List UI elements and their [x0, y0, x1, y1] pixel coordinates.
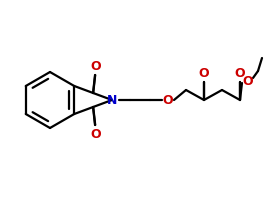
Text: O: O [235, 67, 245, 80]
Text: O: O [91, 60, 101, 73]
Text: O: O [199, 67, 209, 80]
Text: N: N [107, 94, 117, 107]
Text: O: O [163, 94, 173, 107]
Text: O: O [243, 75, 253, 88]
Text: O: O [91, 128, 101, 140]
